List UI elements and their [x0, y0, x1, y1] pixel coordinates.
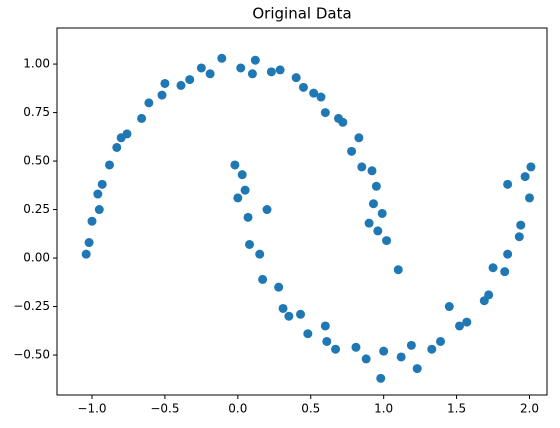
point [93, 189, 103, 199]
point [278, 303, 288, 313]
point [526, 162, 536, 172]
point [514, 232, 524, 242]
point [444, 302, 454, 312]
point [377, 208, 387, 218]
point [298, 82, 308, 92]
point [503, 179, 513, 189]
point [217, 53, 227, 63]
point [176, 80, 186, 90]
point [230, 160, 240, 170]
point [258, 274, 268, 284]
x-tick-label: −0.5 [150, 402, 179, 416]
x-tick-label: 0.5 [301, 402, 320, 416]
x-tick-label: −1.0 [77, 402, 106, 416]
point [87, 216, 97, 226]
point [309, 88, 319, 98]
point [331, 344, 341, 354]
point [296, 309, 306, 319]
point [240, 185, 250, 195]
point [351, 342, 361, 352]
point [255, 249, 265, 259]
point [291, 73, 301, 83]
point [347, 146, 357, 156]
point [393, 265, 403, 275]
point [97, 179, 107, 189]
point [233, 193, 243, 203]
point [236, 63, 246, 73]
point [357, 162, 367, 172]
point [284, 311, 294, 321]
point [105, 160, 114, 170]
x-tick-label: 1.5 [447, 402, 466, 416]
x-tick-label: 2.0 [520, 402, 539, 416]
point [250, 55, 260, 65]
point [373, 226, 383, 236]
point [333, 113, 343, 123]
point [94, 205, 104, 215]
y-tick-label: 0.25 [23, 202, 50, 216]
point [371, 181, 381, 191]
point [396, 352, 406, 362]
point [455, 321, 464, 331]
point [316, 92, 326, 102]
point [361, 354, 371, 364]
point [376, 373, 386, 383]
point [137, 113, 147, 123]
point [436, 336, 446, 346]
point [157, 90, 167, 100]
point [525, 193, 534, 203]
point [516, 220, 526, 230]
y-tick-label: 0.50 [23, 154, 50, 168]
y-tick-label: 1.00 [23, 57, 50, 71]
point [367, 166, 377, 176]
point [196, 63, 206, 73]
point [382, 236, 392, 246]
point [500, 267, 510, 277]
point [364, 218, 374, 228]
point [262, 205, 272, 215]
point [320, 321, 330, 331]
point [484, 290, 494, 300]
y-tick-label: 0.00 [23, 251, 50, 265]
point [427, 344, 437, 354]
point [160, 78, 170, 88]
point [503, 249, 513, 259]
point [322, 336, 332, 346]
point [247, 69, 257, 79]
point [520, 172, 530, 182]
point [320, 108, 330, 118]
point [462, 317, 472, 327]
point [245, 239, 254, 249]
point [205, 69, 215, 79]
x-tick-label: 0.0 [228, 402, 247, 416]
point [237, 170, 247, 180]
chart-title: Original Data [252, 5, 351, 23]
y-tick-label: −0.50 [13, 348, 50, 362]
point [81, 249, 91, 259]
point [275, 65, 285, 75]
point [379, 346, 389, 356]
axes-frame [56, 27, 548, 396]
point [274, 282, 284, 292]
point [266, 67, 276, 77]
point [406, 340, 416, 350]
point [412, 364, 422, 374]
point [116, 133, 126, 143]
point [488, 263, 498, 273]
point [144, 98, 154, 108]
x-tick-label: 1.0 [374, 402, 393, 416]
y-tick-label: 0.75 [23, 105, 50, 119]
point [185, 75, 195, 85]
point [112, 142, 122, 152]
point [243, 212, 253, 222]
point [368, 199, 378, 209]
y-tick-label: −0.25 [13, 299, 50, 313]
point [303, 329, 313, 339]
point [354, 133, 364, 143]
point [84, 238, 94, 248]
